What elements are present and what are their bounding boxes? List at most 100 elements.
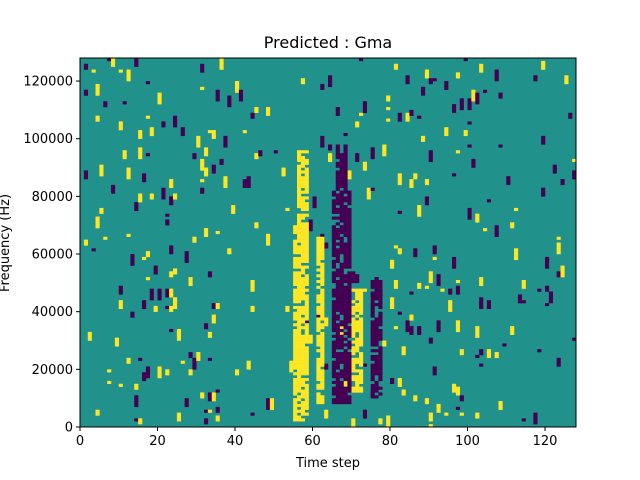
heatmap-cell bbox=[200, 69, 205, 73]
heatmap-cell bbox=[122, 156, 127, 160]
heatmap-cell bbox=[320, 265, 325, 269]
heatmap-cell bbox=[304, 323, 309, 327]
heatmap-cell bbox=[126, 176, 131, 180]
heatmap-cell bbox=[347, 340, 352, 344]
heatmap-cell bbox=[378, 372, 383, 376]
heatmap-cell bbox=[378, 352, 383, 356]
y-tick-label: 80000 bbox=[32, 190, 73, 205]
heatmap-cell bbox=[331, 300, 337, 304]
heatmap-cell bbox=[320, 357, 325, 361]
heatmap-cell bbox=[455, 320, 461, 324]
heatmap-cell bbox=[316, 401, 321, 405]
heatmap-cell bbox=[347, 279, 352, 284]
heatmap-cell bbox=[572, 158, 577, 163]
heatmap-cell bbox=[300, 181, 306, 186]
heatmap-cell bbox=[293, 291, 298, 295]
heatmap-cell bbox=[355, 291, 360, 295]
heatmap-cell bbox=[335, 377, 340, 382]
heatmap-cell bbox=[378, 285, 383, 289]
heatmap-cell bbox=[355, 346, 360, 350]
heatmap-cell bbox=[506, 176, 511, 180]
heatmap-cell bbox=[320, 236, 325, 240]
heatmap-cell bbox=[475, 331, 480, 335]
heatmap-cell bbox=[335, 401, 340, 405]
heatmap-cell bbox=[339, 170, 344, 174]
heatmap-cell bbox=[320, 308, 325, 312]
heatmap-cell bbox=[316, 383, 321, 387]
heatmap-cell bbox=[324, 323, 329, 327]
heatmap-cell bbox=[335, 236, 340, 240]
heatmap-cell bbox=[436, 323, 441, 327]
heatmap-cell bbox=[556, 245, 561, 249]
heatmap-cell bbox=[374, 323, 379, 327]
heatmap-cell bbox=[370, 320, 375, 324]
heatmap-cell bbox=[343, 380, 348, 385]
heatmap-cell bbox=[281, 173, 286, 177]
heatmap-cell bbox=[479, 305, 484, 310]
heatmap-cell bbox=[335, 282, 340, 286]
heatmap-cell bbox=[374, 331, 379, 335]
heatmap-cell bbox=[459, 101, 464, 105]
heatmap-cell bbox=[169, 199, 174, 203]
heatmap-cell bbox=[87, 334, 92, 338]
heatmap-cell bbox=[343, 291, 348, 295]
heatmap-cell bbox=[184, 401, 189, 405]
heatmap-cell bbox=[409, 112, 414, 116]
heatmap-cell bbox=[335, 331, 340, 335]
heatmap-cell bbox=[459, 398, 464, 402]
heatmap-cell bbox=[351, 331, 356, 335]
heatmap-cell bbox=[331, 363, 337, 367]
heatmap-cell bbox=[293, 245, 298, 249]
heatmap-cell bbox=[355, 377, 360, 382]
heatmap-cell bbox=[304, 314, 309, 318]
heatmap-cell bbox=[207, 398, 213, 402]
heatmap-cell bbox=[235, 86, 240, 90]
heatmap-cell bbox=[436, 282, 441, 286]
heatmap-cell bbox=[405, 118, 410, 122]
heatmap-cell bbox=[351, 320, 356, 324]
heatmap-cell bbox=[378, 305, 383, 310]
heatmap-cell bbox=[339, 383, 344, 387]
heatmap-cell bbox=[335, 343, 340, 347]
heatmap-cell bbox=[304, 242, 309, 246]
heatmap-cell bbox=[347, 363, 352, 367]
heatmap-cell bbox=[378, 377, 383, 382]
heatmap-cell bbox=[359, 389, 364, 393]
heatmap-cell bbox=[335, 305, 340, 310]
heatmap-cell bbox=[362, 363, 368, 367]
heatmap-cell bbox=[304, 265, 309, 269]
heatmap-cell bbox=[378, 279, 383, 284]
heatmap-cell bbox=[297, 409, 302, 413]
heatmap-cell bbox=[370, 323, 375, 327]
heatmap-cell bbox=[328, 75, 333, 79]
heatmap-cell bbox=[281, 170, 286, 174]
heatmap-cell bbox=[320, 369, 325, 373]
heatmap-cell bbox=[347, 254, 352, 258]
heatmap-cell bbox=[300, 395, 306, 399]
heatmap-cell bbox=[114, 343, 120, 347]
heatmap-cell bbox=[324, 320, 329, 324]
heatmap-cell bbox=[378, 311, 383, 315]
heatmap-cell bbox=[153, 268, 158, 272]
heatmap-cell bbox=[293, 225, 298, 229]
heatmap-cell bbox=[382, 144, 387, 148]
heatmap-cell bbox=[343, 375, 348, 379]
heatmap-cell bbox=[432, 78, 437, 82]
heatmap-cell bbox=[370, 282, 375, 286]
heatmap-cell bbox=[386, 98, 391, 102]
heatmap-cell bbox=[351, 323, 356, 327]
heatmap-cell bbox=[304, 403, 309, 408]
heatmap-cell bbox=[134, 205, 139, 209]
heatmap-cell bbox=[308, 334, 313, 338]
heatmap-cell bbox=[320, 303, 325, 307]
heatmap-cell bbox=[374, 288, 379, 292]
heatmap-cell bbox=[355, 328, 360, 333]
heatmap-cell bbox=[343, 251, 348, 255]
heatmap-cell bbox=[134, 403, 139, 408]
heatmap-cell bbox=[347, 326, 352, 330]
heatmap-cell bbox=[486, 305, 492, 310]
heatmap-cell bbox=[297, 323, 302, 327]
heatmap-cell bbox=[250, 115, 255, 119]
heatmap-cell bbox=[250, 282, 255, 286]
heatmap-cell bbox=[297, 222, 302, 226]
